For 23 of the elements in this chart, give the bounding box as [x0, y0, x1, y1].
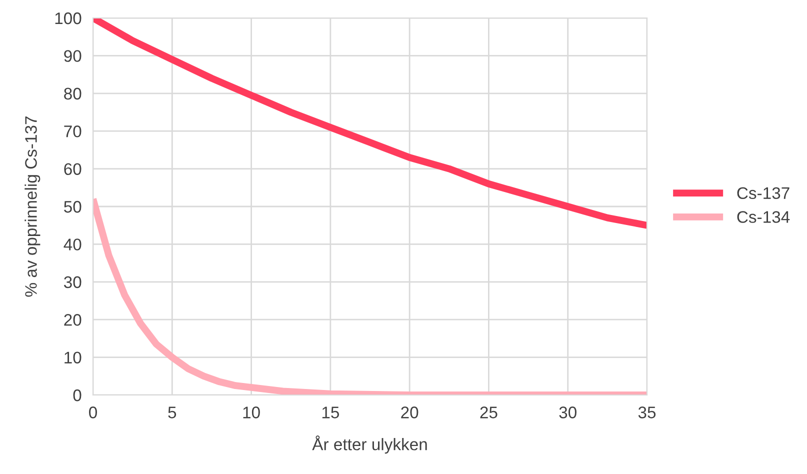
x-axis-title: År etter ulykken: [312, 436, 427, 454]
y-tick-label: 100: [55, 12, 82, 24]
y-tick-label: 90: [64, 50, 82, 62]
y-tick-label: 10: [64, 352, 82, 364]
x-tick-label: 0: [89, 406, 97, 418]
y-tick-label: 40: [64, 238, 82, 250]
x-tick-label: 35: [638, 406, 656, 418]
y-tick-label: 50: [64, 200, 82, 213]
y-tick-label: 60: [64, 163, 82, 176]
x-tick-label: 30: [559, 406, 576, 418]
x-tick-label: 10: [243, 406, 260, 418]
y-tick-label: 20: [64, 314, 82, 326]
x-tick-label: 5: [168, 406, 176, 418]
y-tick-label: 80: [64, 88, 82, 100]
legend-label: Cs-137: [737, 187, 790, 200]
x-tick-label: 25: [480, 406, 498, 418]
x-tick-label: 20: [401, 406, 418, 418]
y-tick-label: 70: [64, 126, 82, 138]
x-tick-label: 15: [322, 406, 339, 418]
y-tick-label: 30: [64, 276, 82, 288]
y-axis-title: % av opprinnelig Cs-137: [24, 116, 40, 297]
legend-label: Cs-134: [737, 211, 790, 223]
y-tick-label: 0: [73, 389, 82, 402]
